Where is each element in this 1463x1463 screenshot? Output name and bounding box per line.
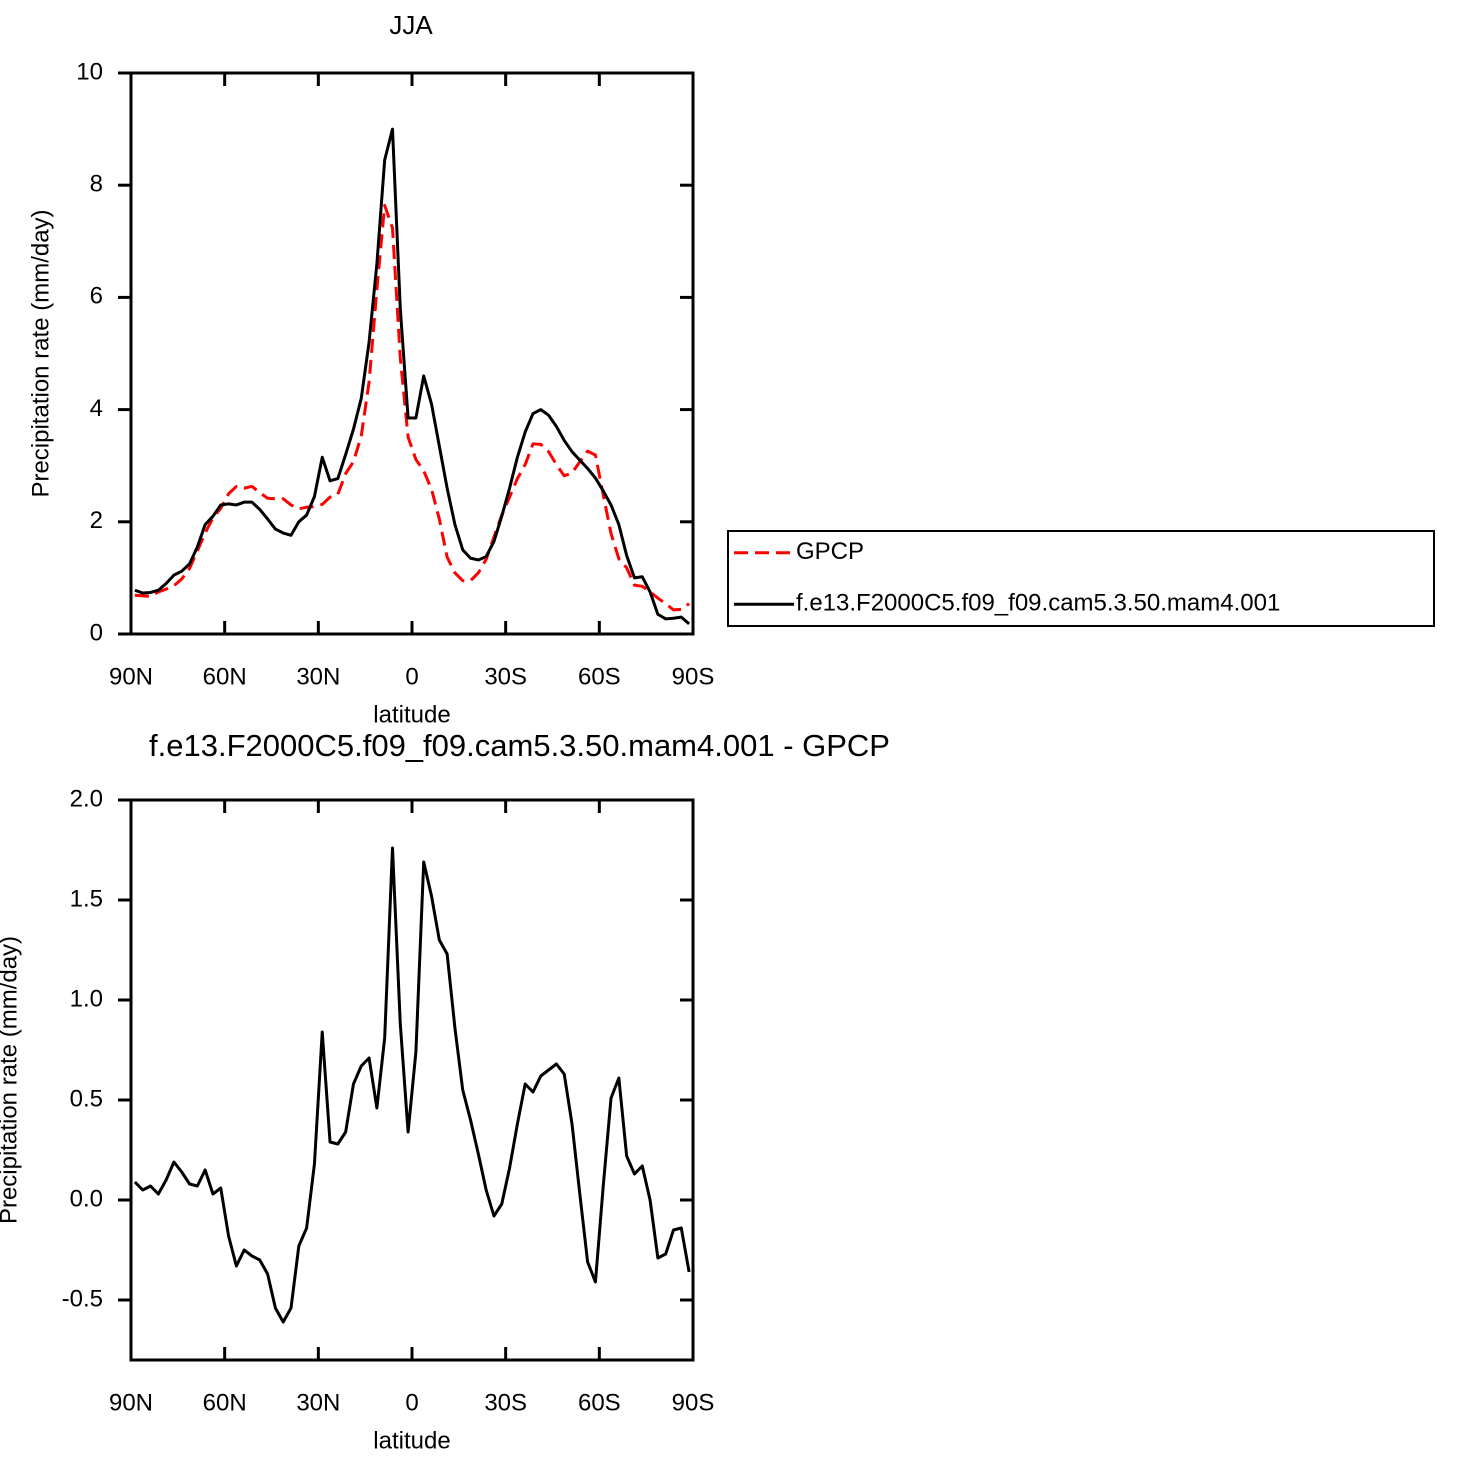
x-tick-label: 60N [203, 1389, 247, 1416]
y-tick-label: 10 [76, 58, 103, 85]
series-line [134, 127, 691, 626]
x-tick-label: 90N [109, 663, 153, 690]
x-tick-label: 30S [484, 663, 527, 690]
series-line [133, 846, 691, 1324]
x-tick-label: 90S [672, 1389, 715, 1416]
y-tick-label: 0.5 [70, 1085, 103, 1112]
x-tick-label: 30S [484, 1389, 527, 1416]
legend-label: GPCP [796, 538, 864, 565]
plot-frame [129, 71, 695, 636]
x-tick-label: 30N [296, 663, 340, 690]
y-tick-label: 1.0 [70, 985, 103, 1012]
chart-title: JJA [389, 10, 433, 40]
x-tick-label: 0 [405, 663, 418, 690]
x-tick-label: 30N [296, 1389, 340, 1416]
y-tick-label: 2.0 [70, 785, 103, 812]
y-tick-label: -0.5 [62, 1285, 103, 1312]
y-tick-label: 0.0 [70, 1185, 103, 1212]
legend-box [727, 530, 1435, 627]
series-line [134, 203, 690, 612]
y-axis-label: Precipitation rate (mm/day) [0, 936, 22, 1224]
y-tick-label: 6 [90, 283, 103, 310]
x-tick-label: 90S [672, 663, 715, 690]
y-tick-label: 1.5 [70, 885, 103, 912]
x-tick-label: 60S [578, 1389, 621, 1416]
x-tick-label: 0 [405, 1389, 418, 1416]
y-tick-label: 0 [90, 619, 103, 646]
x-tick-label: 60N [203, 663, 247, 690]
x-tick-label: 60S [578, 663, 621, 690]
y-tick-label: 2 [90, 507, 103, 534]
x-tick-label: 90N [109, 1389, 153, 1416]
y-axis-label: Precipitation rate (mm/day) [27, 209, 54, 497]
x-axis-label: latitude [373, 701, 450, 728]
chart-title: f.e13.F2000C5.f09_f09.cam5.3.50.mam4.001… [149, 728, 890, 763]
legend-label: f.e13.F2000C5.f09_f09.cam5.3.50.mam4.001 [796, 590, 1280, 617]
x-axis-label: latitude [373, 1427, 450, 1454]
y-tick-label: 8 [90, 171, 103, 198]
y-tick-label: 4 [90, 395, 103, 422]
